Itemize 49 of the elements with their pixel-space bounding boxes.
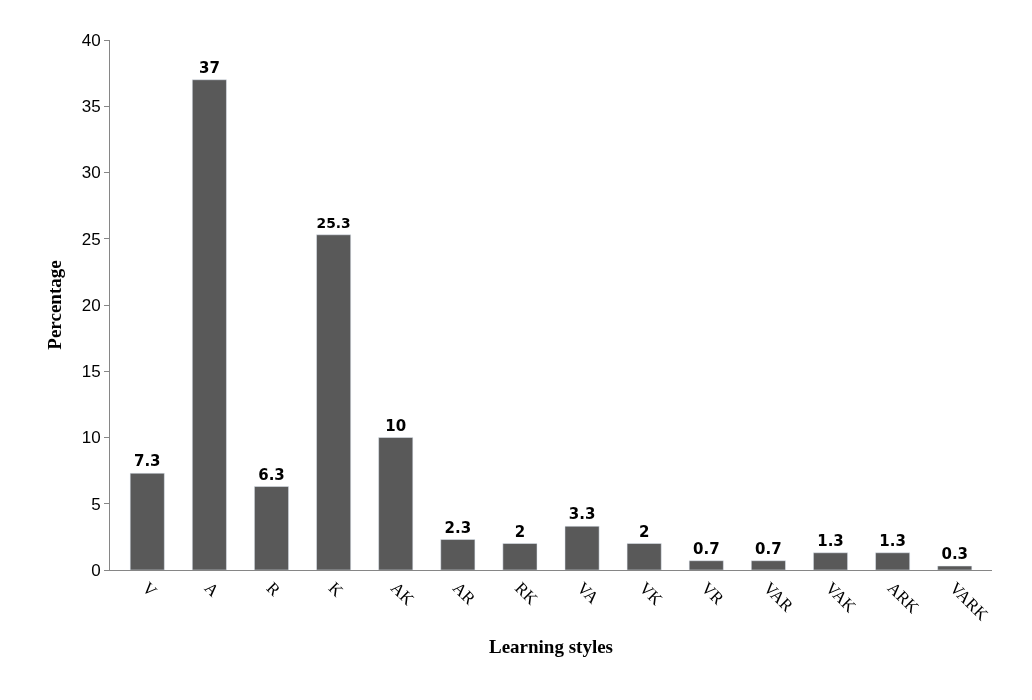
data-label: 0.7 <box>692 539 720 558</box>
bar <box>440 539 476 570</box>
bar <box>254 486 289 570</box>
x-tick-label: VK <box>635 578 667 610</box>
x-tick-label: VA <box>573 578 603 609</box>
data-label: 3.3 <box>568 505 596 524</box>
data-label: 7.3 <box>133 452 161 471</box>
bar <box>564 526 600 570</box>
x-tick-label: AK <box>386 578 419 610</box>
y-tick-label: 10 <box>81 428 101 448</box>
data-label: 1.3 <box>879 531 906 550</box>
bar <box>813 552 848 570</box>
bar <box>129 473 165 570</box>
x-tick-label: K <box>324 578 348 601</box>
y-axis-title: Percentage <box>43 260 65 350</box>
data-label: 37 <box>198 58 220 77</box>
data-label: 1.3 <box>817 531 844 550</box>
bar <box>502 543 538 570</box>
x-tick-label: A <box>200 578 224 601</box>
bar <box>875 552 910 570</box>
x-tick-label: R <box>262 578 285 601</box>
bar <box>316 234 351 570</box>
y-tick-label: 35 <box>81 97 101 117</box>
data-label: 6.3 <box>258 465 285 484</box>
data-label: 2 <box>514 522 526 541</box>
data-label: 2 <box>638 522 650 541</box>
bar <box>626 543 662 570</box>
y-tick-label: 15 <box>81 362 101 382</box>
bar <box>192 79 227 570</box>
x-tick-label: RK <box>511 578 542 609</box>
data-label: 10 <box>385 416 407 435</box>
x-tick-label: AR <box>448 578 480 609</box>
x-tick-label: V <box>138 578 162 601</box>
y-tick-label: 5 <box>91 494 101 514</box>
x-axis-title: Learning styles <box>488 635 614 657</box>
bar <box>751 560 786 570</box>
y-tick-label: 0 <box>91 560 101 580</box>
bar <box>937 565 973 570</box>
y-tick-label: 30 <box>81 163 101 183</box>
y-tick-label: 20 <box>81 295 101 315</box>
data-label: 0.7 <box>755 539 782 558</box>
data-label: 2.3 <box>444 518 472 537</box>
y-tick-label: 25 <box>81 229 101 249</box>
x-tick-label: VR <box>697 578 729 609</box>
bar <box>378 437 414 570</box>
y-tick-label: 40 <box>81 30 101 50</box>
data-label: 0.3 <box>941 545 969 564</box>
bar <box>688 560 724 570</box>
data-label: 25.3 <box>316 215 351 232</box>
